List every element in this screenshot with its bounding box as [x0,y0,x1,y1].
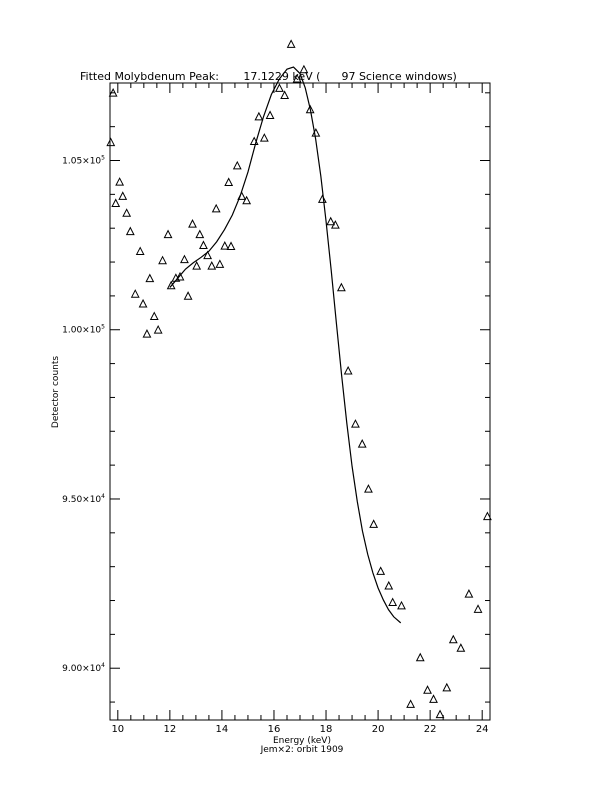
x-tick-label: 10 [111,724,124,735]
data-point [326,216,336,226]
x-tick-label: 20 [372,724,385,735]
data-point [175,271,185,281]
data-point [280,90,290,100]
x-tick-label: 22 [424,724,437,735]
fit-line [169,66,402,624]
data-point [376,566,386,575]
data-point [215,259,225,268]
y-axis-label: Detector counts [51,356,61,428]
data-point [429,694,438,703]
data-point [388,597,398,607]
data-point [226,241,236,250]
x-tick-label: 24 [476,724,489,735]
data-point [149,311,159,321]
data-point [125,226,135,236]
data-point [111,198,121,207]
data-points [106,39,492,719]
data-point [188,219,197,228]
data-point [351,419,360,428]
y-tick-label: 1.00×105 [62,324,105,336]
data-point [166,280,176,290]
data-point [343,365,353,375]
data-point [259,133,269,142]
x-tick-label: 14 [216,724,229,735]
x-tick-label: 12 [163,724,176,735]
data-point [442,682,452,692]
data-point [406,699,416,708]
data-point [145,273,155,283]
data-point [183,291,193,300]
data-point [118,191,128,200]
data-point [305,104,315,114]
data-point [448,634,458,644]
data-point [195,229,205,239]
data-point [203,250,213,260]
data-point [163,229,173,239]
data-point [192,261,202,270]
data-point [106,137,116,147]
data-point [299,64,309,74]
data-point [397,600,406,610]
plot-axes: 10 12 14 16 18 20 22 24 9.00×104 9.50×104 1.00×105… [62,82,491,735]
data-point [369,519,379,528]
data-point [357,439,367,448]
data-point [415,652,425,662]
data-point [292,73,302,83]
data-point [180,254,189,264]
data-point [158,255,167,265]
data-point [232,160,242,170]
data-point [435,709,445,719]
plot-frame [109,82,491,721]
data-point [224,177,234,187]
data-point [423,685,432,694]
data-point [211,203,221,213]
data-point [456,643,466,652]
data-point [207,261,217,270]
data-point [482,511,492,521]
data-point [220,241,230,250]
data-point [317,194,327,203]
x-tick-label: 16 [268,724,281,735]
y-tick-label: 9.00×104 [62,662,105,674]
data-point [199,240,208,249]
data-point [330,220,340,229]
data-point [265,110,275,119]
y-tick-label: 9.50×104 [62,493,105,505]
data-point [142,329,152,338]
data-point [311,128,321,137]
data-point [138,298,148,308]
data-point [384,580,394,590]
data-point [108,88,118,97]
data-point [122,208,132,217]
data-point [135,246,145,256]
y-tick-label: 1.05×105 [62,155,105,167]
data-point [254,111,264,121]
data-point [275,83,284,92]
fit-curve [169,66,402,624]
data-point [153,324,163,334]
data-point [242,195,252,205]
x-axis-label: Energy (keV) [273,736,331,746]
data-point [336,282,346,292]
data-point [130,289,140,298]
data-point [473,604,483,613]
data-point [286,39,296,48]
data-point [364,484,373,493]
chart-subtitle: Jem×2: orbit 1909 [260,745,344,755]
data-point [464,588,474,598]
data-point [115,177,125,186]
chart-title: Fitted Molybdenum Peak: 17.1229 keV ( 97… [80,70,457,83]
x-tick-label: 18 [320,724,333,735]
